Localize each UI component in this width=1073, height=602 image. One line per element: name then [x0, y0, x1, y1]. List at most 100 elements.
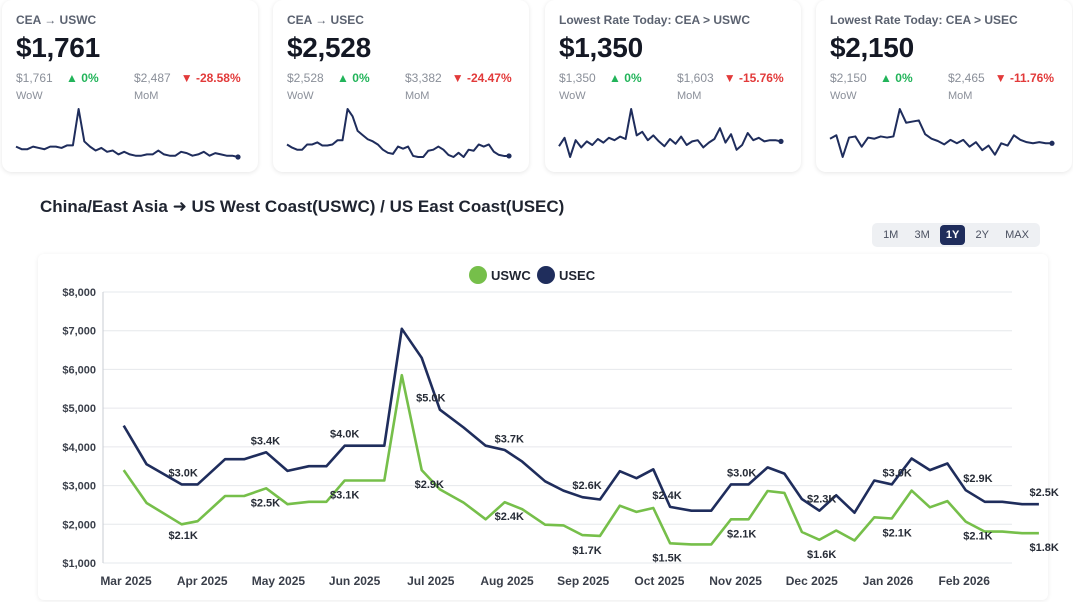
sparkline — [558, 108, 784, 158]
down-arrow-icon: ▼ — [451, 71, 464, 85]
x-tick-label: Apr 2025 — [177, 574, 228, 588]
y-tick-label: $3,000 — [62, 481, 96, 493]
mom-base: $2,487 — [134, 71, 171, 85]
mom-label: MoM — [948, 90, 973, 102]
card-title: CEA → USEC — [287, 13, 364, 27]
data-label: $2.1K — [168, 530, 197, 542]
legend-label-uswc[interactable]: USWC — [491, 268, 531, 283]
y-tick-label: $1,000 — [62, 558, 96, 570]
data-label: $2.4K — [652, 490, 681, 502]
mom-change: -28.58% — [195, 71, 241, 85]
data-label: $1.8K — [1030, 542, 1059, 554]
card-value: $2,528 — [287, 32, 371, 63]
mom-change: -24.47% — [466, 71, 512, 85]
series-line-usec[interactable] — [122, 327, 1039, 514]
data-label: $2.6K — [572, 480, 601, 492]
mom-label: MoM — [405, 90, 430, 102]
wow-change: 0% — [624, 71, 642, 85]
x-tick-label: Feb 2026 — [939, 574, 991, 588]
data-label: $1.6K — [807, 549, 836, 561]
rate-cards: CEA → USWC $1,761 $1,761 ▲ 0% WoW $2,487… — [0, 0, 1073, 178]
range-2y-button[interactable]: 2Y — [975, 229, 989, 241]
x-tick-label: Oct 2025 — [634, 574, 684, 588]
data-label: $3.0K — [727, 467, 756, 479]
wow-label: WoW — [830, 90, 857, 102]
data-label: $4.0K — [330, 429, 359, 441]
y-tick-label: $8,000 — [62, 287, 96, 299]
x-tick-label: Sep 2025 — [557, 574, 609, 588]
data-label: $2.9K — [963, 473, 992, 485]
mom-stat: $2,487 ▼ -28.58% — [134, 71, 241, 85]
x-tick-label: May 2025 — [252, 574, 306, 588]
sparkline — [15, 108, 241, 160]
rate-card-uswc[interactable]: CEA → USWC $1,761 $1,761 ▲ 0% WoW $2,487… — [2, 0, 258, 172]
x-tick-label: Nov 2025 — [709, 574, 762, 588]
wow-base: $1,350 — [559, 71, 596, 85]
sparkline-path — [829, 108, 1052, 158]
data-label: $1.5K — [652, 552, 681, 564]
wow-base: $2,150 — [830, 71, 867, 85]
card-title: CEA → USWC — [16, 13, 97, 27]
up-arrow-icon: ▲ — [337, 71, 349, 85]
chart-title: China/East Asia ➜ US West Coast(USWC) / … — [40, 197, 565, 216]
range-max-button[interactable]: MAX — [1005, 229, 1029, 241]
rate-card-lowest-usec[interactable]: Lowest Rate Today: CEA > USEC $2,150 $2,… — [816, 0, 1072, 172]
sparkline-path — [558, 108, 782, 158]
card-title: Lowest Rate Today: CEA > USEC — [830, 13, 1018, 27]
up-arrow-icon: ▲ — [880, 71, 892, 85]
sparkline — [286, 108, 512, 159]
card-value: $2,150 — [830, 32, 914, 63]
y-tick-label: $6,000 — [62, 364, 96, 376]
sparkline-path — [286, 108, 509, 158]
mom-label: MoM — [134, 90, 159, 102]
down-arrow-icon: ▼ — [180, 71, 193, 85]
x-tick-label: Jun 2025 — [329, 574, 381, 588]
wow-stat: $1,350 ▲ 0% — [559, 71, 642, 85]
sparkline — [829, 108, 1055, 158]
legend-marker-uswc[interactable] — [469, 266, 487, 284]
down-arrow-icon: ▼ — [723, 71, 736, 85]
wow-change: 0% — [352, 71, 370, 85]
mom-stat: $2,465 ▼ -11.76% — [948, 71, 1054, 85]
sparkline-end-dot — [235, 154, 241, 160]
x-tick-label: Jan 2026 — [863, 574, 914, 588]
data-label: $1.7K — [572, 545, 601, 557]
range-1y-button[interactable]: 1Y — [939, 225, 966, 245]
range-selector: 1M 3M 1Y 2Y MAX — [872, 223, 1040, 247]
mom-base: $1,603 — [677, 71, 714, 85]
data-label: $2.4K — [495, 511, 524, 523]
data-label: $2.3K — [807, 494, 836, 506]
wow-base: $2,528 — [287, 71, 324, 85]
sparkline-path — [15, 108, 239, 158]
up-arrow-icon: ▲ — [66, 71, 78, 85]
mom-label: MoM — [677, 90, 702, 102]
mom-stat: $3,382 ▼ -24.47% — [405, 71, 512, 85]
rate-card-lowest-uswc[interactable]: Lowest Rate Today: CEA > USWC $1,350 $1,… — [545, 0, 801, 172]
x-tick-label: Jul 2025 — [407, 574, 455, 588]
data-label: $3.0K — [882, 467, 911, 479]
data-label: $3.0K — [168, 467, 197, 479]
range-3m-button[interactable]: 3M — [914, 229, 930, 241]
wow-stat: $2,150 ▲ 0% — [830, 71, 913, 85]
legend-label-usec[interactable]: USEC — [559, 268, 596, 283]
wow-stat: $1,761 ▲ 0% — [16, 71, 99, 85]
data-label: $2.1K — [963, 531, 992, 543]
sparkline-end-dot — [506, 153, 512, 159]
mom-change: -15.76% — [738, 71, 784, 85]
card-value: $1,761 — [16, 32, 100, 63]
data-label: $2.5K — [1030, 487, 1059, 499]
range-1m-button[interactable]: 1M — [883, 229, 899, 241]
mom-change: -11.76% — [1009, 71, 1054, 85]
x-tick-label: Dec 2025 — [786, 574, 838, 588]
mom-stat: $1,603 ▼ -15.76% — [677, 71, 784, 85]
wow-change: 0% — [895, 71, 913, 85]
rate-card-usec[interactable]: CEA → USEC $2,528 $2,528 ▲ 0% WoW $3,382… — [273, 0, 529, 172]
series-line-uswc[interactable] — [122, 373, 1039, 546]
data-label: $3.1K — [330, 490, 359, 502]
legend-marker-usec[interactable] — [537, 266, 555, 284]
data-label: $2.5K — [251, 497, 280, 509]
chart-panel — [38, 254, 1048, 600]
mom-base: $3,382 — [405, 71, 442, 85]
down-arrow-icon: ▼ — [994, 71, 1007, 85]
